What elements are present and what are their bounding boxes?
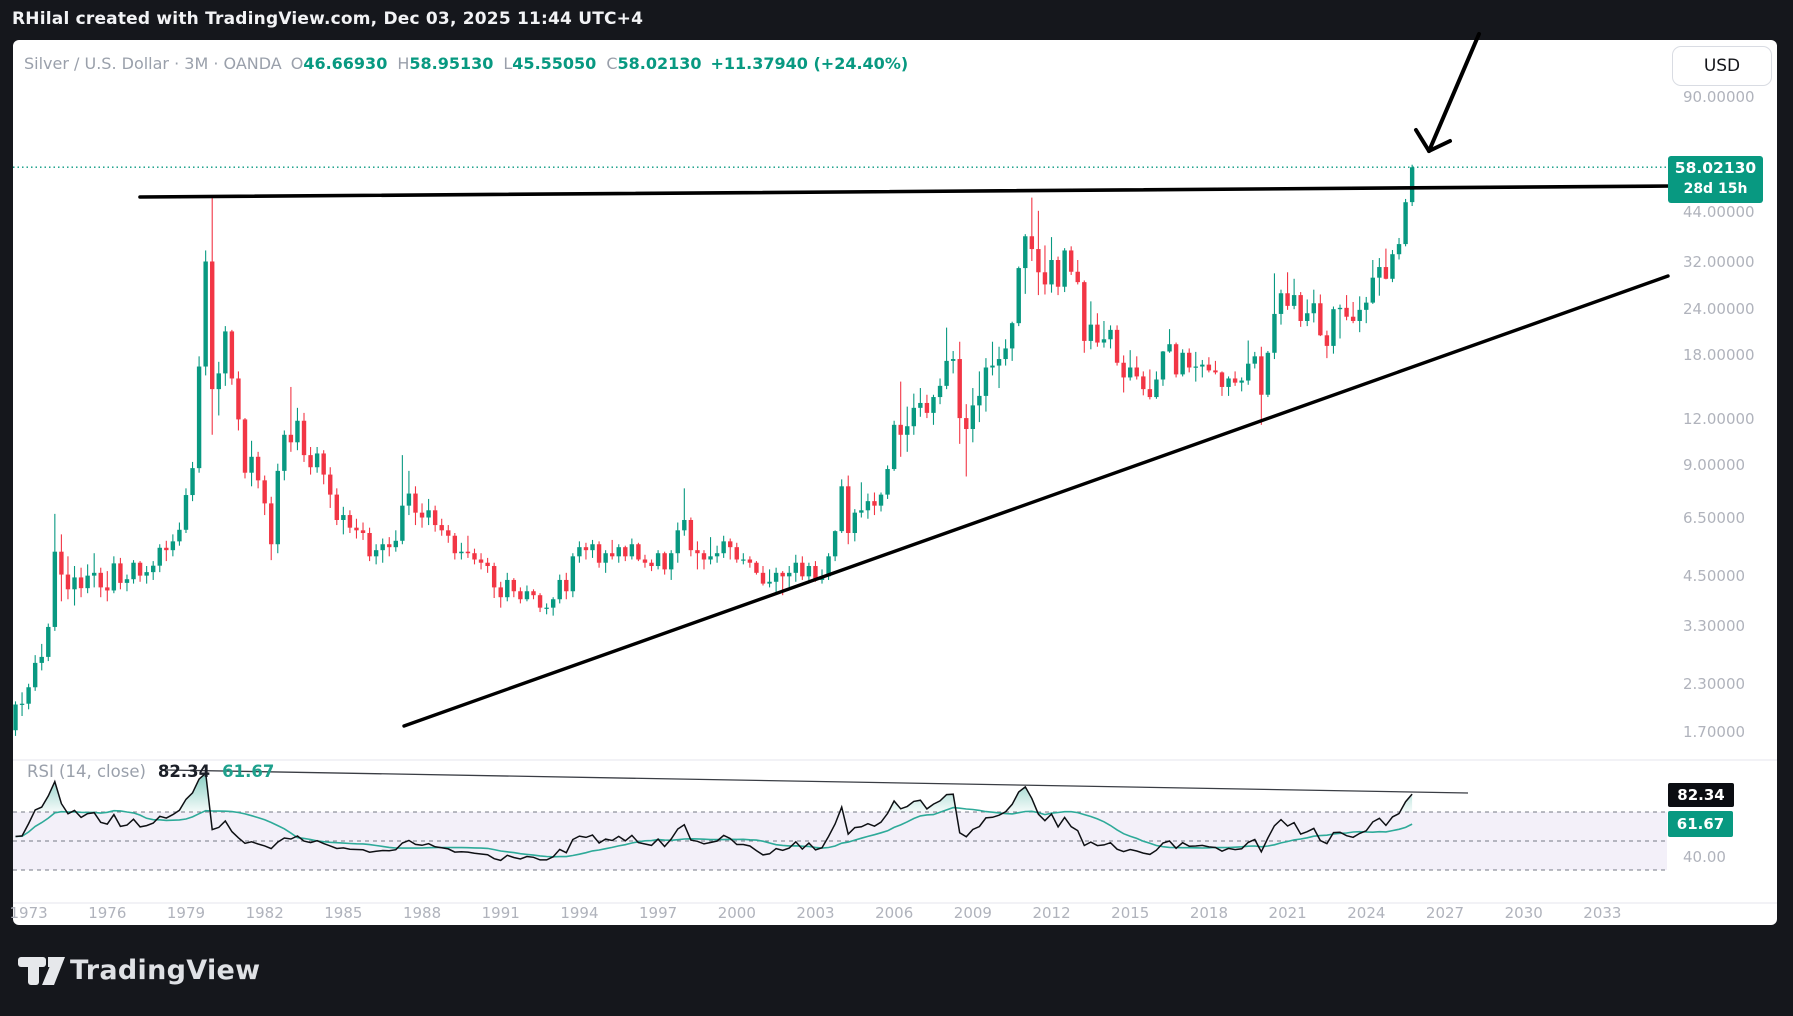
year-axis-label[interactable]: 1985 bbox=[324, 904, 363, 922]
year-axis-label[interactable]: 1994 bbox=[560, 904, 599, 922]
rsi-legend[interactable]: RSI (14, close) 82.34 61.67 bbox=[27, 762, 274, 781]
rsi-line bbox=[15, 771, 1413, 862]
year-axis-label[interactable]: 2003 bbox=[796, 904, 835, 922]
attribution-text: RHilal created with TradingView.com, Dec… bbox=[12, 9, 644, 29]
price-axis-label[interactable]: 3.30000 bbox=[1683, 616, 1746, 635]
rising-support-trendline[interactable] bbox=[402, 274, 1670, 728]
price-axis-label[interactable]: 90.00000 bbox=[1683, 88, 1755, 107]
year-axis-label[interactable]: 2030 bbox=[1504, 904, 1543, 922]
horizontal-resistance-trendline[interactable] bbox=[138, 184, 1674, 199]
price-axis-label[interactable]: 12.00000 bbox=[1683, 410, 1755, 429]
ohlc-item: L45.55050 bbox=[503, 54, 597, 73]
year-axis-label[interactable]: 2021 bbox=[1268, 904, 1307, 922]
price-axis-label[interactable]: 18.00000 bbox=[1683, 345, 1755, 364]
year-axis-label[interactable]: 1982 bbox=[245, 904, 284, 922]
price-axis-label[interactable]: 1.70000 bbox=[1683, 723, 1746, 742]
rsi-trendline[interactable] bbox=[166, 769, 1469, 794]
year-axis-label[interactable]: 2012 bbox=[1032, 904, 1071, 922]
year-axis-label[interactable]: 2006 bbox=[875, 904, 914, 922]
last-price-value: 58.02130 bbox=[1674, 159, 1757, 177]
year-axis-label[interactable]: 1991 bbox=[481, 904, 520, 922]
year-axis-label[interactable]: 1973 bbox=[9, 904, 48, 922]
year-axis-label[interactable]: 2018 bbox=[1189, 904, 1229, 922]
ohlc-values: O46.66930 H58.95130 L45.55050 C58.02130 bbox=[291, 54, 702, 73]
year-axis-label[interactable]: 2000 bbox=[717, 904, 756, 922]
rsi-ma-line bbox=[15, 806, 1413, 858]
last-price-badge: 58.02130 28d 15h bbox=[1668, 156, 1763, 203]
change-value: +11.37940 (+24.40%) bbox=[710, 54, 909, 73]
year-axis-label[interactable]: 2027 bbox=[1425, 904, 1465, 922]
year-axis-label[interactable]: 2033 bbox=[1583, 904, 1622, 922]
chart-panel bbox=[13, 40, 1777, 925]
bar-countdown: 28d 15h bbox=[1683, 180, 1748, 197]
price-axis-label[interactable]: 44.00000 bbox=[1683, 202, 1755, 221]
price-axis-label[interactable]: 24.00000 bbox=[1683, 299, 1755, 318]
year-axis-label[interactable]: 1979 bbox=[166, 904, 206, 922]
year-axis-label[interactable]: 1988 bbox=[402, 904, 442, 922]
tradingview-logo-icon bbox=[18, 957, 65, 985]
symbol-legend[interactable]: Silver / U.S. Dollar · 3M · OANDA O46.66… bbox=[24, 54, 908, 73]
symbol-title[interactable]: Silver / U.S. Dollar · 3M · OANDA bbox=[24, 54, 282, 73]
ohlc-item: H58.95130 bbox=[397, 54, 494, 73]
ohlc-item: C58.02130 bbox=[606, 54, 702, 73]
rsi-ma-value: 61.67 bbox=[222, 762, 275, 781]
currency-toggle-button[interactable]: USD bbox=[1672, 46, 1772, 86]
year-axis-label[interactable]: 2009 bbox=[953, 904, 992, 922]
rsi-ma-badge: 61.67 bbox=[1668, 811, 1733, 837]
price-axis-label[interactable]: 6.50000 bbox=[1683, 508, 1746, 527]
ohlc-item: O46.66930 bbox=[290, 54, 388, 73]
candlestick-series[interactable] bbox=[13, 164, 1415, 736]
rsi-indicator-title[interactable]: RSI (14, close) bbox=[27, 762, 146, 781]
tradingview-wordmark: TradingView bbox=[70, 955, 261, 986]
year-axis-label[interactable]: 2015 bbox=[1111, 904, 1150, 922]
year-axis-label[interactable]: 1976 bbox=[88, 904, 127, 922]
price-axis-label[interactable]: 9.00000 bbox=[1683, 456, 1746, 475]
year-axis-label[interactable]: 1997 bbox=[639, 904, 678, 922]
price-axis-label[interactable]: 2.30000 bbox=[1683, 674, 1746, 693]
breakout-arrow[interactable] bbox=[1414, 32, 1481, 153]
year-axis-label[interactable]: 2024 bbox=[1347, 904, 1386, 922]
rsi-value: 82.34 bbox=[157, 762, 211, 781]
rsi-value-badge: 82.34 bbox=[1668, 783, 1734, 807]
rsi-scale-label: 40.00 bbox=[1683, 848, 1726, 866]
price-axis-label[interactable]: 32.00000 bbox=[1683, 253, 1755, 272]
price-axis-label[interactable]: 4.50000 bbox=[1683, 567, 1746, 586]
